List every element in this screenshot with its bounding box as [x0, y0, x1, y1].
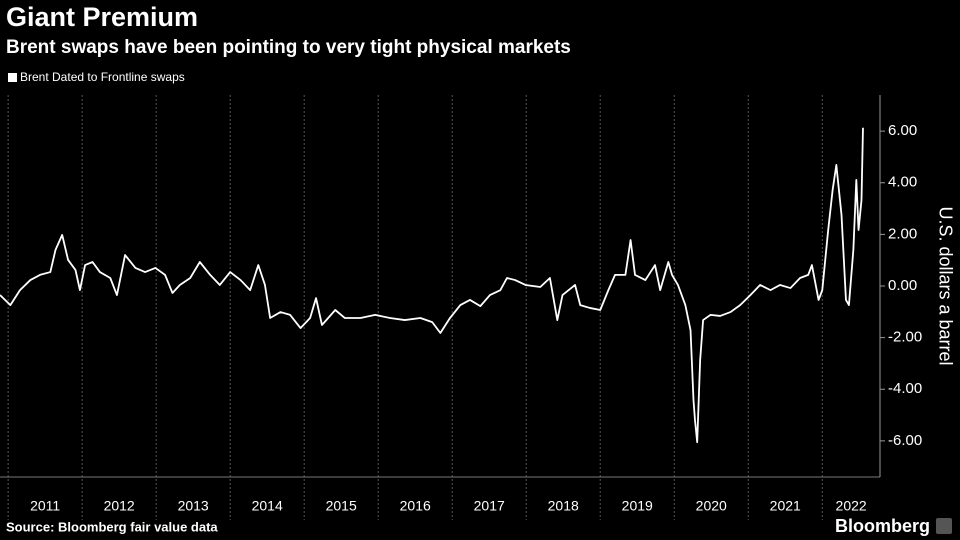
y-tick-label: 2.00: [888, 225, 917, 242]
x-tick-label: 2014: [252, 498, 283, 514]
logo-icon: [936, 518, 952, 534]
x-tick-label: 2022: [836, 498, 867, 514]
chart-subtitle: Brent swaps have been pointing to very t…: [6, 37, 571, 58]
y-tick-label: -6.00: [888, 432, 922, 449]
x-tick-label: 2013: [178, 498, 209, 514]
chart-title: Giant Premium: [6, 2, 198, 32]
x-tick-label: 2021: [770, 498, 801, 514]
x-tick-label: 2017: [474, 498, 505, 514]
x-tick-label: 2019: [622, 498, 653, 514]
logo: Bloomberg: [835, 516, 930, 536]
line: [0, 127, 864, 444]
y-tick-label: 0.00: [888, 277, 917, 294]
x-tick-label: 2011: [30, 498, 60, 514]
x-tick-label: 2016: [400, 498, 431, 514]
y-axis-label: U.S. dollars a barrel: [935, 206, 955, 365]
y-tick-label: 6.00: [888, 122, 917, 139]
source: Source: Bloomberg fair value data: [6, 519, 218, 534]
x-tick-label: 2012: [104, 498, 135, 514]
y-tick-label: -2.00: [888, 329, 922, 346]
legend-label: Brent Dated to Frontline swaps: [20, 70, 185, 84]
legend-swatch: [8, 73, 17, 82]
y-tick-label: -4.00: [888, 380, 922, 397]
x-tick-label: 2018: [548, 498, 579, 514]
x-tick-label: 2015: [326, 498, 357, 514]
y-tick-label: 4.00: [888, 174, 917, 191]
x-tick-label: 2020: [696, 498, 727, 514]
